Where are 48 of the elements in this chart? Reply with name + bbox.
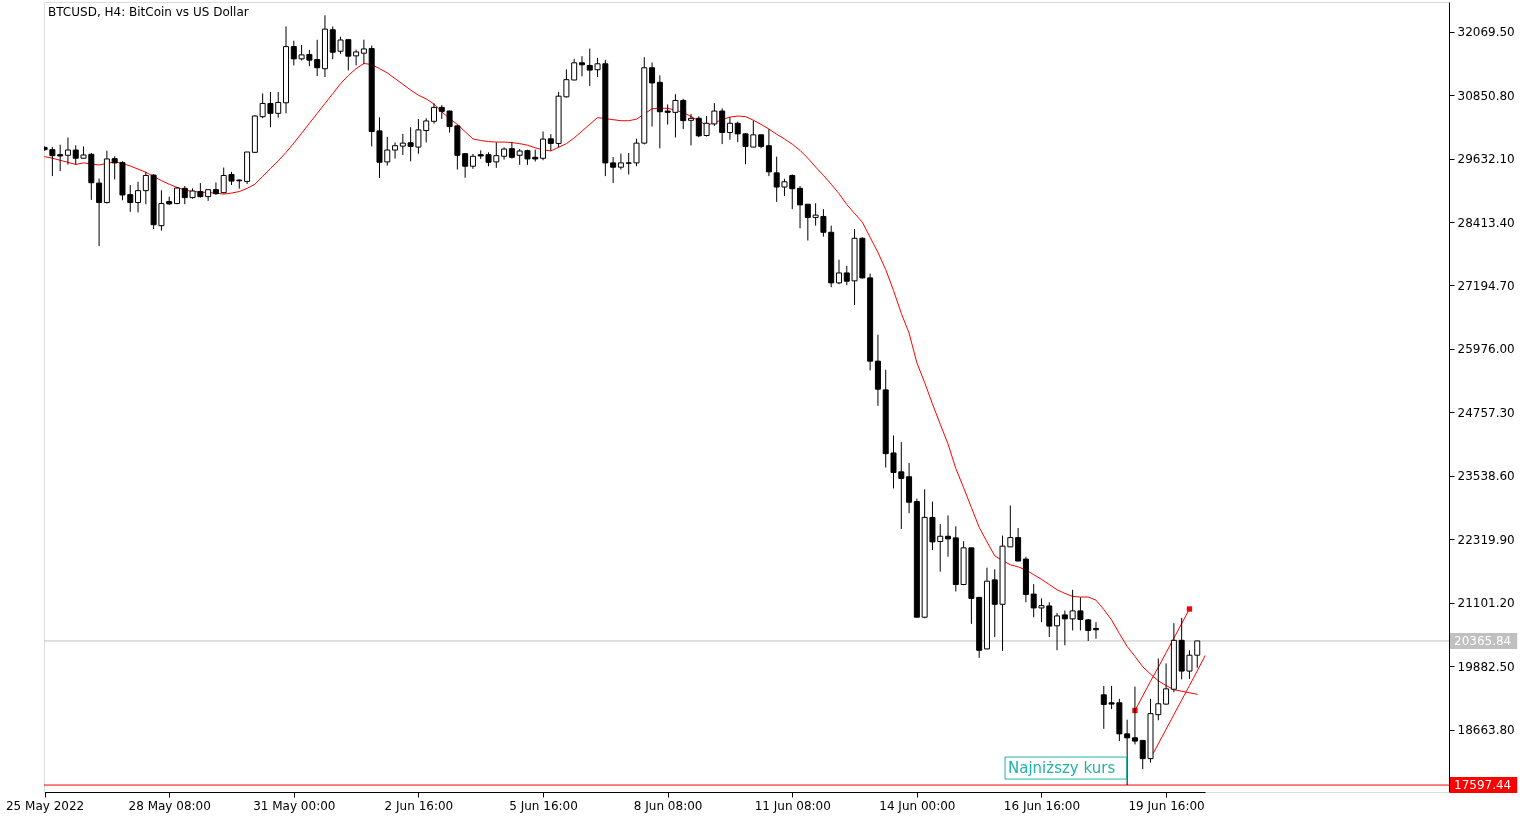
y-tick-label: 18663.80: [1457, 723, 1515, 738]
x-tick-label: 16 Jun 16:00: [1003, 798, 1081, 813]
x-tick-label: 8 Jun 08:00: [633, 798, 703, 813]
candlestick: [797, 185, 804, 229]
x-tick-label: 31 May 00:00: [253, 798, 336, 813]
y-tick-label: 23538.60: [1457, 469, 1515, 484]
candlestick: [1054, 612, 1061, 651]
candlestick: [688, 113, 695, 146]
candlestick: [649, 61, 656, 128]
candlestick: [945, 514, 952, 558]
candlestick: [212, 181, 219, 196]
y-tick-label: 29632.10: [1457, 152, 1515, 167]
candlestick: [353, 49, 360, 66]
x-tick-label: 25 May 2022: [5, 798, 85, 813]
candlestick: [726, 116, 733, 141]
x-tick-label: 11 Jun 08:00: [754, 798, 831, 813]
candlestick: [1163, 662, 1170, 706]
candlestick: [835, 259, 842, 285]
x-tick-label: 5 Jun 16:00: [509, 798, 578, 813]
y-tick-label: 28413.40: [1457, 215, 1515, 230]
candlestick: [610, 156, 617, 184]
y-tick-label: 19882.50: [1457, 659, 1515, 674]
y-tick-label: 30850.80: [1457, 88, 1515, 103]
candlestick: [578, 55, 585, 77]
candlestick: [540, 131, 547, 161]
candlestick: [431, 102, 437, 125]
y-tick-label: 22319.90: [1457, 532, 1515, 547]
x-tick-label: 28 May 08:00: [128, 798, 211, 813]
candlestick: [135, 181, 142, 213]
candlestick: [1093, 621, 1099, 640]
candlestick: [1015, 527, 1022, 562]
y-tick-label: 32069.50: [1457, 25, 1515, 40]
chart-title: BTCUSD, H4: BitCoin vs US Dollar: [48, 5, 249, 19]
y-tick-label: 21101.20: [1457, 596, 1515, 611]
candlestick: [96, 177, 103, 247]
candlestick: [64, 136, 71, 166]
y-tick-label: 24757.30: [1457, 405, 1515, 420]
candlestick: [617, 153, 624, 170]
y-tick-label: 25976.00: [1457, 342, 1515, 357]
candlestick: [360, 39, 367, 65]
x-tick-label: 19 Jun 16:00: [1128, 798, 1205, 813]
ref-line-label: 17597.44: [1454, 778, 1512, 793]
candlestick: [392, 141, 399, 160]
y-tick-label: 27194.70: [1457, 278, 1515, 293]
annotation: Najniższy kurs: [1008, 759, 1116, 778]
x-tick-label: 2 Jun 16:00: [384, 798, 454, 813]
x-tick-label: 14 Jun 00:00: [879, 798, 956, 813]
ref-line-label: 20365.84: [1454, 633, 1512, 648]
